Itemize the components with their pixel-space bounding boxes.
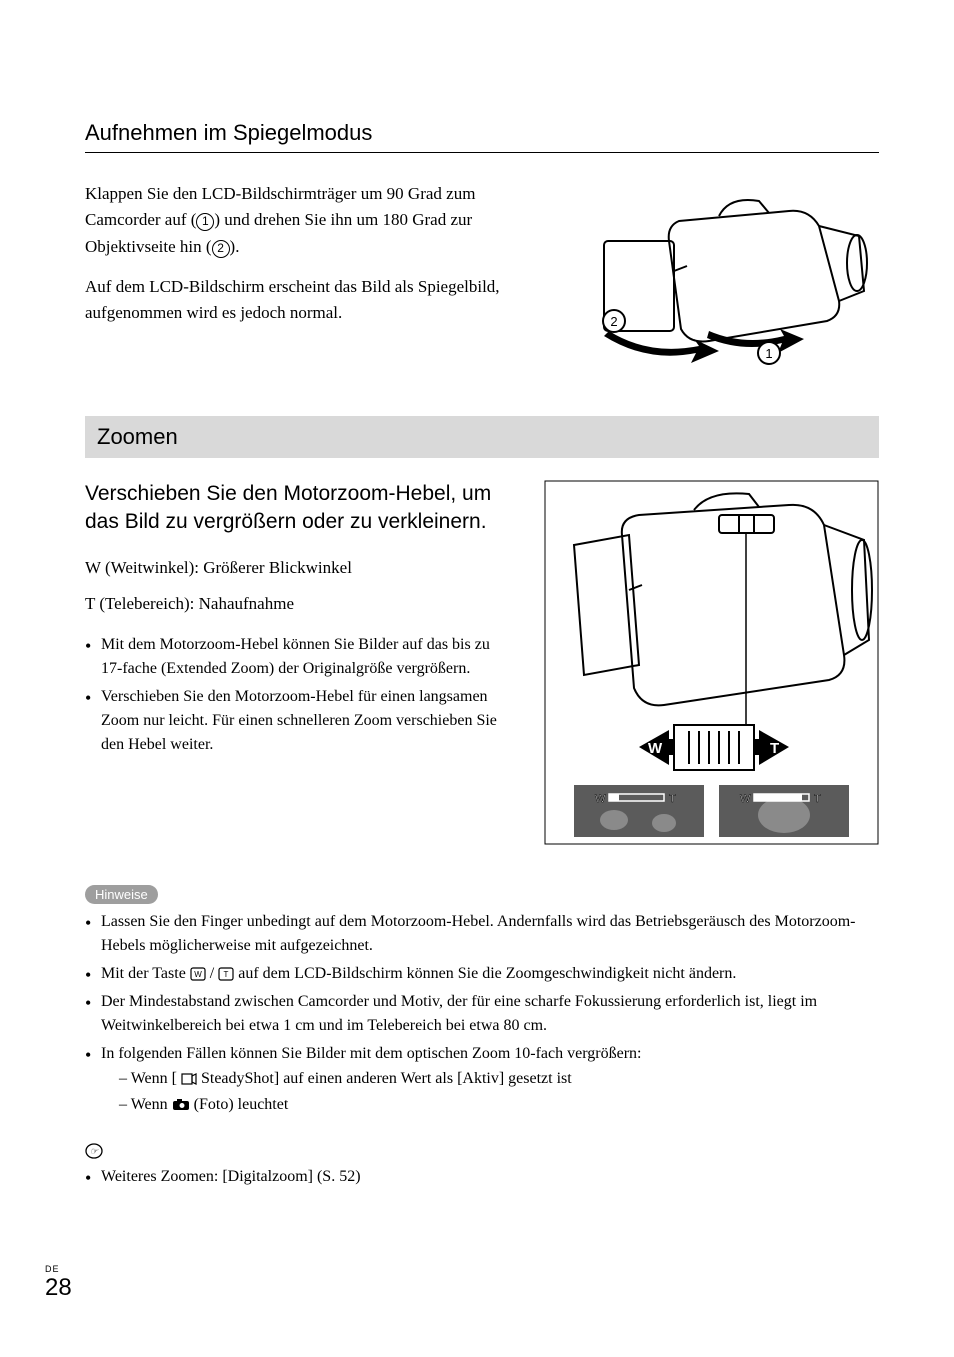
svg-text:T: T bbox=[814, 793, 821, 805]
step-2-icon: 2 bbox=[212, 240, 230, 258]
more-info-icon: ☞ bbox=[85, 1143, 109, 1159]
sublist-item: – Wenn [ SteadyShot] auf einen anderen W… bbox=[119, 1066, 879, 1092]
list-item: In folgenden Fällen können Sie Bilder mi… bbox=[85, 1042, 879, 1117]
mirror-section-title: Aufnehmen im Spiegelmodus bbox=[85, 120, 879, 153]
svg-text:T: T bbox=[224, 970, 229, 979]
sub-b-post: (Foto) leuchtet bbox=[194, 1096, 289, 1113]
mirror-para1: Klappen Sie den LCD-Bildschirmträger um … bbox=[85, 181, 539, 260]
zoom-heading: Zoomen bbox=[85, 416, 879, 458]
zoom-text-col: Verschieben Sie den Motorzoom-Hebel, um … bbox=[85, 480, 514, 845]
zoom-lever-icon: W T W T bbox=[544, 480, 879, 845]
zoom-bullets: Mit dem Motorzoom-Hebel können Sie Bilde… bbox=[85, 633, 514, 757]
zoom-t-line: T (Telebereich): Nahaufnahme bbox=[85, 591, 514, 617]
list-item: Verschieben Sie den Motorzoom-Hebel für … bbox=[85, 685, 514, 757]
note4-text: In folgenden Fällen können Sie Bilder mi… bbox=[101, 1045, 641, 1062]
zoom-w-line: W (Weitwinkel): Größerer Blickwinkel bbox=[85, 555, 514, 581]
notes-badge: Hinweise bbox=[85, 885, 158, 904]
svg-text:1: 1 bbox=[765, 346, 772, 361]
svg-text:☞: ☞ bbox=[90, 1146, 99, 1156]
page-footer: DE 28 bbox=[45, 1264, 72, 1302]
zoom-illustration: W T W T bbox=[544, 480, 879, 845]
note2-post: auf dem LCD-Bildschirm können Sie die Zo… bbox=[238, 965, 736, 982]
svg-text:2: 2 bbox=[610, 314, 617, 329]
note2-pre: Mit der Taste bbox=[101, 965, 190, 982]
list-item: Mit der Taste W / T auf dem LCD-Bildschi… bbox=[85, 962, 879, 986]
sub-a-post: SteadyShot] auf einen anderen Wert als [… bbox=[201, 1070, 572, 1087]
svg-text:W: W bbox=[740, 793, 751, 805]
w-label: W bbox=[648, 740, 663, 757]
photo-mode-icon bbox=[172, 1098, 190, 1111]
list-item: Weiteres Zoomen: [Digitalzoom] (S. 52) bbox=[85, 1165, 879, 1189]
notes-sublist: – Wenn [ SteadyShot] auf einen anderen W… bbox=[119, 1066, 879, 1117]
step-1-icon: 1 bbox=[196, 213, 214, 231]
svg-text:W: W bbox=[194, 970, 202, 979]
sub-a-pre: Wenn [ bbox=[131, 1070, 177, 1087]
notes-list: Lassen Sie den Finger unbedingt auf dem … bbox=[85, 910, 879, 1117]
zoom-row: Verschieben Sie den Motorzoom-Hebel, um … bbox=[85, 480, 879, 845]
mirror-illustration: 2 1 bbox=[569, 181, 879, 376]
t-label: T bbox=[770, 740, 779, 757]
movie-mode-icon bbox=[181, 1073, 197, 1085]
list-item: Mit dem Motorzoom-Hebel können Sie Bilde… bbox=[85, 633, 514, 681]
zoom-subheading: Verschieben Sie den Motorzoom-Hebel, um … bbox=[85, 480, 514, 537]
list-item: Lassen Sie den Finger unbedingt auf dem … bbox=[85, 910, 879, 958]
mirror-para2: Auf dem LCD-Bildschirm erscheint das Bil… bbox=[85, 274, 539, 327]
zoom-wide-button-icon: W bbox=[190, 967, 206, 981]
footer-lang: DE bbox=[45, 1264, 72, 1274]
notes-block: Hinweise Lassen Sie den Finger unbedingt… bbox=[85, 885, 879, 1189]
camcorder-flip-icon: 2 1 bbox=[569, 181, 879, 376]
footer-page-number: 28 bbox=[45, 1274, 72, 1302]
more-list: Weiteres Zoomen: [Digitalzoom] (S. 52) bbox=[85, 1165, 879, 1189]
svg-text:W: W bbox=[595, 793, 606, 805]
svg-text:T: T bbox=[669, 793, 676, 805]
list-item: Der Mindestabstand zwischen Camcorder un… bbox=[85, 990, 879, 1038]
mirror-text-col: Klappen Sie den LCD-Bildschirmträger um … bbox=[85, 181, 539, 376]
sub-b-pre: Wenn bbox=[131, 1096, 172, 1113]
zoom-tele-button-icon: T bbox=[218, 967, 234, 981]
mirror-row: Klappen Sie den LCD-Bildschirmträger um … bbox=[85, 181, 879, 376]
sublist-item: – Wenn (Foto) leuchtet bbox=[119, 1092, 879, 1118]
